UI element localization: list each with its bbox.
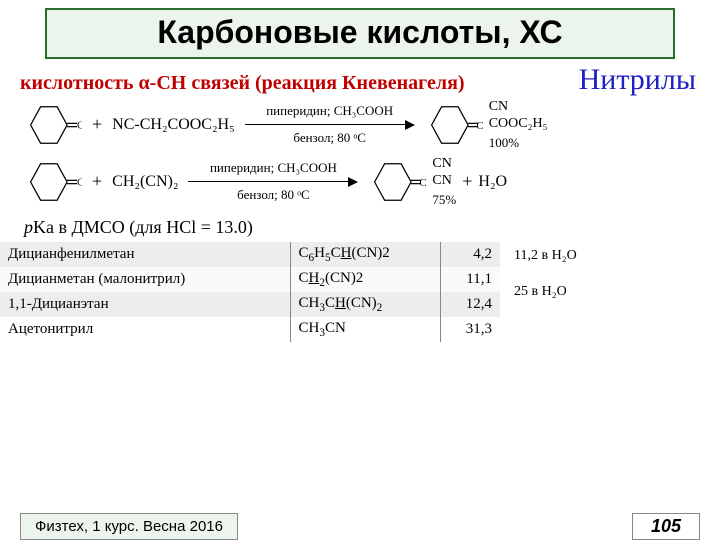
table-row: 1,1-ДицианэтанCH3CH(CN)212,4 bbox=[0, 292, 500, 317]
compound-name: Ацетонитрил bbox=[0, 317, 290, 342]
svg-text:C: C bbox=[420, 177, 427, 189]
cyclohexylidene-icon: C bbox=[425, 100, 483, 150]
reaction-2: O + CH₂(CN)₂ пиперидин; CH₃COOH бензол; … bbox=[24, 156, 696, 207]
cyclohexanone-icon: O bbox=[24, 100, 82, 150]
pka-value: 4,2 bbox=[440, 242, 500, 267]
compound-name: 1,1-Дицианэтан bbox=[0, 292, 290, 317]
pka-value: 31,3 bbox=[440, 317, 500, 342]
page-title: Карбоновые кислоты, ХС bbox=[47, 14, 673, 51]
compound-name: Дицианметан (малонитрил) bbox=[0, 267, 290, 292]
product-2: C CN CN 75% + H₂O bbox=[368, 156, 507, 207]
reagent-b-2: CH₂(CN)₂ bbox=[112, 173, 178, 191]
plus-icon: + bbox=[92, 171, 102, 192]
pka-table-wrap: ДицианфенилметанC6H5CH(CN)24,2Дицианмета… bbox=[0, 242, 720, 342]
reaction-1: O + NC-CH₂COOC₂H₅ пиперидин; CH₃COOH бен… bbox=[24, 99, 696, 150]
compound-formula: CH3CH(CN)2 bbox=[290, 292, 440, 317]
subtitle-red: кислотность α-CH связей (реакция Кневена… bbox=[20, 72, 465, 95]
cond-top-2: пиперидин; CH₃COOH bbox=[210, 161, 337, 175]
compound-name: Дицианфенилметан bbox=[0, 242, 290, 267]
arrow-line-icon bbox=[245, 119, 415, 131]
prod-top-2: CN bbox=[432, 156, 451, 173]
footer: Физтех, 1 курс. Весна 2016 105 bbox=[0, 513, 720, 540]
svg-text:O: O bbox=[77, 176, 82, 188]
arrow-2: пиперидин; CH₃COOH бензол; 80 ᵒC bbox=[188, 161, 358, 202]
pka-text: Ka в ДМСО (для HCl = 13.0) bbox=[33, 217, 253, 237]
title-box: Карбоновые кислоты, ХС bbox=[45, 8, 675, 59]
cond-bot-1: бензол; 80 ᵒC bbox=[293, 131, 366, 145]
cyclohexylidene-icon-2: C bbox=[368, 157, 426, 207]
compound-formula: C6H5CH(CN)2 bbox=[290, 242, 440, 267]
svg-text:O: O bbox=[77, 119, 82, 131]
pka-value: 12,4 bbox=[440, 292, 500, 317]
pka-table: ДицианфенилметанC6H5CH(CN)24,2Дицианмета… bbox=[0, 242, 500, 342]
pka-value: 11,1 bbox=[440, 267, 500, 292]
svg-text:C: C bbox=[476, 120, 483, 132]
pka-label: pKa в ДМСО (для HCl = 13.0) bbox=[0, 213, 720, 242]
page-number: 105 bbox=[632, 513, 700, 540]
compound-formula: CH2(CN)2 bbox=[290, 267, 440, 292]
footer-left: Физтех, 1 курс. Весна 2016 bbox=[20, 513, 238, 540]
table-row: АцетонитрилCH3CN31,3 bbox=[0, 317, 500, 342]
table-row: ДицианфенилметанC6H5CH(CN)24,2 bbox=[0, 242, 500, 267]
compound-formula: CH3CN bbox=[290, 317, 440, 342]
prod-bot-2: CN bbox=[432, 173, 451, 190]
subtitle-row: кислотность α-CH связей (реакция Кневена… bbox=[0, 63, 720, 97]
product-labels-1: CN COOC₂H₅ 100% bbox=[489, 99, 548, 150]
reactions-block: O + NC-CH₂COOC₂H₅ пиперидин; CH₃COOH бен… bbox=[0, 97, 720, 207]
table-row: Дицианметан (малонитрил)CH2(CN)211,1 bbox=[0, 267, 500, 292]
byprod-2: H₂O bbox=[478, 173, 507, 191]
side-notes: 11,2 в H₂O 25 в H₂O bbox=[500, 242, 577, 300]
product-1: C CN COOC₂H₅ 100% bbox=[425, 99, 548, 150]
prod-bot-1: COOC₂H₅ bbox=[489, 116, 548, 133]
prod-top-1: CN bbox=[489, 99, 508, 116]
subtitle-blue: Нитрилы bbox=[579, 63, 696, 97]
arrow-line-icon bbox=[188, 176, 358, 188]
arrow-1: пиперидин; CH₃COOH бензол; 80 ᵒC bbox=[245, 104, 415, 145]
reagent-b-1: NC-CH₂COOC₂H₅ bbox=[112, 116, 235, 134]
yield-1: 100% bbox=[489, 135, 519, 151]
yield-2: 75% bbox=[432, 192, 456, 208]
plus-icon: + bbox=[462, 171, 472, 192]
side-note-1: 11,2 в H₂O bbox=[514, 248, 577, 264]
cond-top-1: пиперидин; CH₃COOH bbox=[266, 104, 393, 118]
side-note-2: 25 в H₂O bbox=[514, 284, 577, 300]
plus-icon: + bbox=[92, 114, 102, 135]
cyclohexanone-icon-2: O bbox=[24, 157, 82, 207]
product-labels-2: CN CN 75% bbox=[432, 156, 456, 207]
cond-bot-2: бензол; 80 ᵒC bbox=[237, 188, 310, 202]
